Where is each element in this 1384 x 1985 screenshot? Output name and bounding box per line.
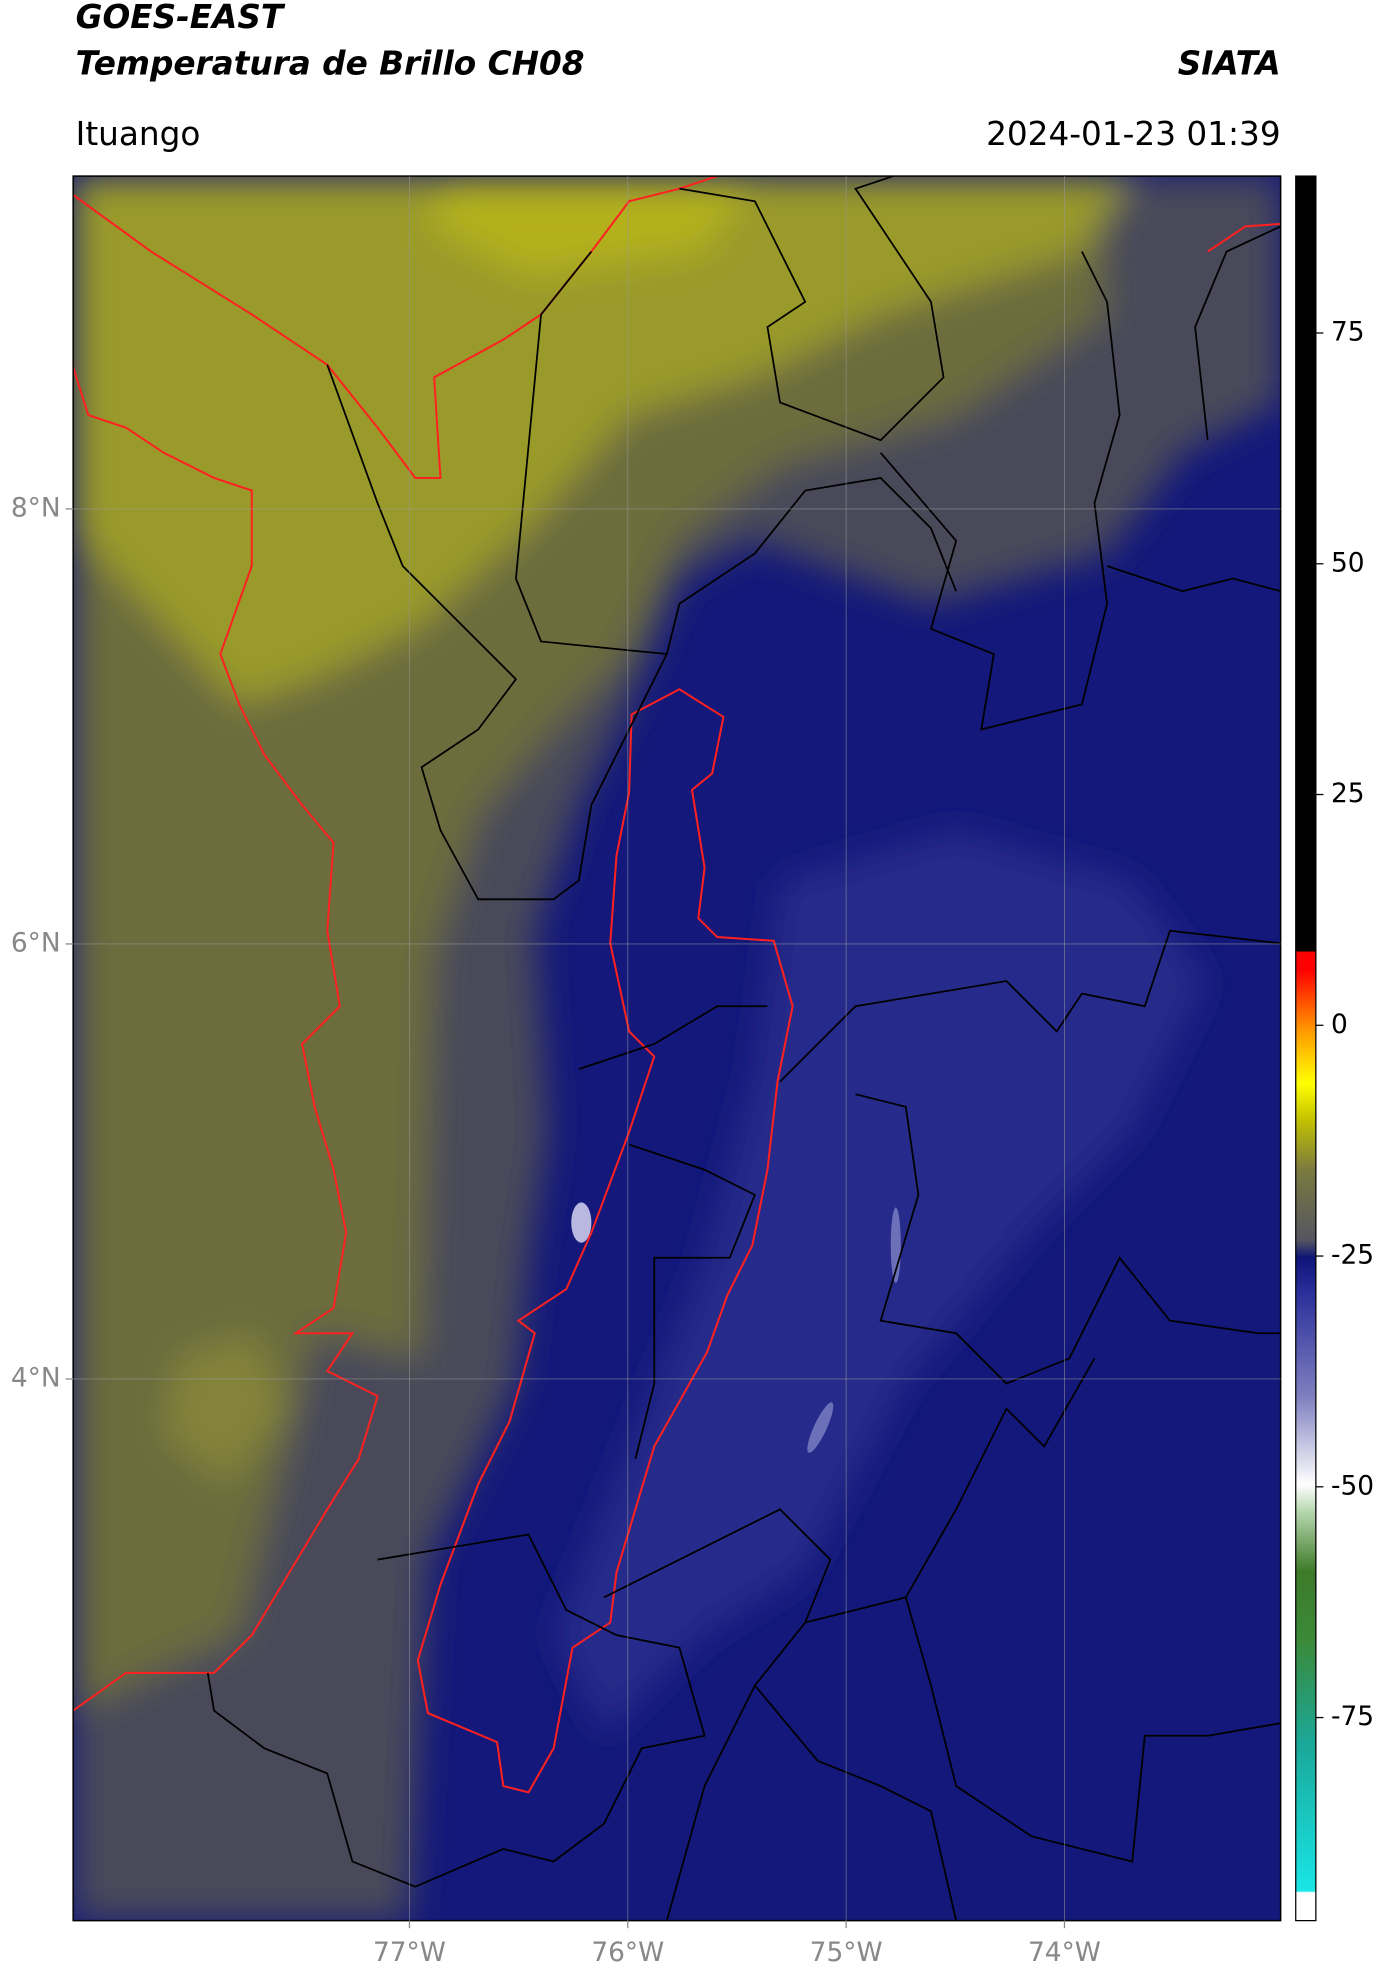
subtitle: Temperatura de Brillo CH08 — [76, 44, 585, 82]
y-tick-label: 6°N — [11, 927, 61, 958]
x-tick-label: 75°W — [810, 1937, 883, 1968]
annotations: 77°W 76°W 75°W 74°W 8°N 6°N 4°N 75 50 25 0 -25 -50 -7… — [11, 317, 1374, 1968]
grid — [73, 176, 1281, 1921]
y-tick-label: 8°N — [11, 492, 61, 523]
colorbar-tick-label: -25 — [1331, 1240, 1374, 1271]
source: SIATA — [1178, 44, 1281, 82]
colorbar-tick-label: 25 — [1331, 778, 1365, 809]
colorbar-tick-label: -75 — [1331, 1701, 1374, 1732]
colorbar-tick-label: 50 — [1331, 547, 1365, 578]
map-frame — [72, 175, 1282, 1922]
x-tick-label: 76°W — [591, 1937, 664, 1968]
colorbar-tick-label: -50 — [1331, 1470, 1374, 1501]
location: Ituango — [76, 115, 201, 153]
title: GOES-EAST — [76, 0, 286, 36]
colorbar — [1295, 175, 1317, 1922]
x-tick-label: 77°W — [373, 1937, 446, 1968]
x-tick-label: 74°W — [1028, 1937, 1101, 1968]
colorbar-tick-label: 75 — [1331, 317, 1365, 348]
y-tick-label: 4°N — [11, 1362, 61, 1393]
colorbar-tick-label: 0 — [1331, 1009, 1348, 1040]
map-image — [73, 176, 1281, 1921]
datetime: 2024-01-23 01:39 — [986, 115, 1281, 153]
